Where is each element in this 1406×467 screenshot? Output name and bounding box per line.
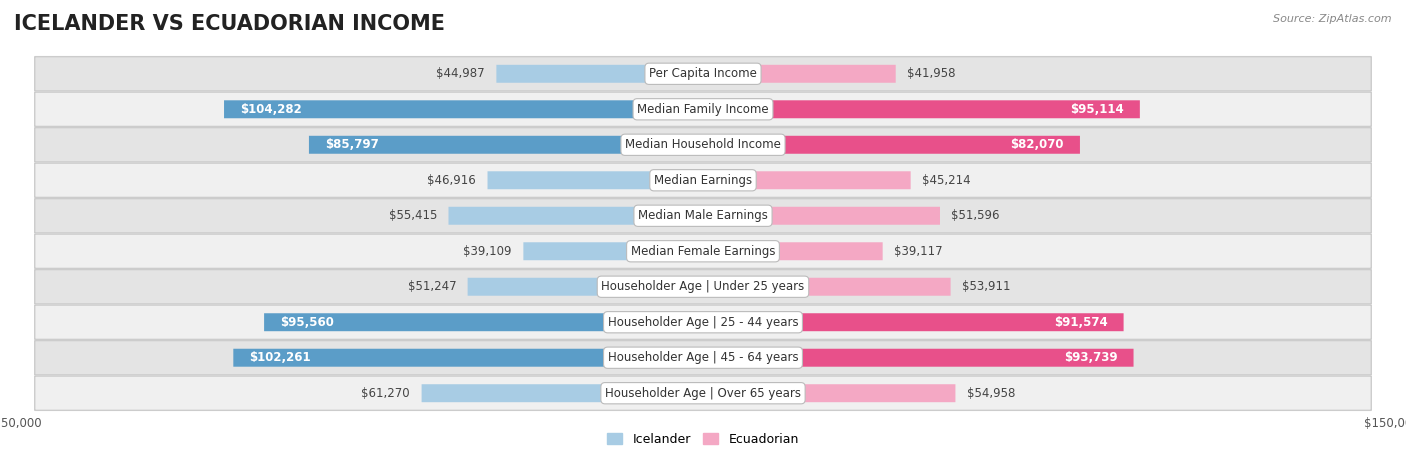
FancyBboxPatch shape bbox=[35, 57, 1371, 91]
Text: $82,070: $82,070 bbox=[1011, 138, 1064, 151]
Text: $51,596: $51,596 bbox=[952, 209, 1000, 222]
Text: $39,117: $39,117 bbox=[894, 245, 943, 258]
Text: $55,415: $55,415 bbox=[388, 209, 437, 222]
FancyBboxPatch shape bbox=[35, 92, 1371, 127]
FancyBboxPatch shape bbox=[35, 376, 1371, 410]
Text: $54,958: $54,958 bbox=[967, 387, 1015, 400]
Text: $53,911: $53,911 bbox=[962, 280, 1011, 293]
FancyBboxPatch shape bbox=[35, 198, 1371, 233]
FancyBboxPatch shape bbox=[35, 127, 1371, 162]
Text: Median Family Income: Median Family Income bbox=[637, 103, 769, 116]
FancyBboxPatch shape bbox=[703, 100, 1140, 118]
FancyBboxPatch shape bbox=[422, 384, 703, 402]
Text: Median Female Earnings: Median Female Earnings bbox=[631, 245, 775, 258]
FancyBboxPatch shape bbox=[35, 163, 1371, 198]
Text: $39,109: $39,109 bbox=[464, 245, 512, 258]
FancyBboxPatch shape bbox=[703, 65, 896, 83]
FancyBboxPatch shape bbox=[309, 136, 703, 154]
Text: Per Capita Income: Per Capita Income bbox=[650, 67, 756, 80]
Text: Median Male Earnings: Median Male Earnings bbox=[638, 209, 768, 222]
FancyBboxPatch shape bbox=[703, 207, 941, 225]
Text: $44,987: $44,987 bbox=[436, 67, 485, 80]
FancyBboxPatch shape bbox=[703, 136, 1080, 154]
Text: $95,114: $95,114 bbox=[1070, 103, 1123, 116]
Text: $91,574: $91,574 bbox=[1053, 316, 1108, 329]
FancyBboxPatch shape bbox=[496, 65, 703, 83]
FancyBboxPatch shape bbox=[488, 171, 703, 189]
Text: $51,247: $51,247 bbox=[408, 280, 456, 293]
FancyBboxPatch shape bbox=[35, 269, 1371, 304]
Text: $41,958: $41,958 bbox=[907, 67, 956, 80]
Text: $85,797: $85,797 bbox=[325, 138, 378, 151]
Text: $45,214: $45,214 bbox=[922, 174, 970, 187]
FancyBboxPatch shape bbox=[35, 234, 1371, 269]
Text: $104,282: $104,282 bbox=[240, 103, 302, 116]
Text: Householder Age | 25 - 44 years: Householder Age | 25 - 44 years bbox=[607, 316, 799, 329]
FancyBboxPatch shape bbox=[703, 349, 1133, 367]
Text: Householder Age | Under 25 years: Householder Age | Under 25 years bbox=[602, 280, 804, 293]
Text: $93,739: $93,739 bbox=[1064, 351, 1118, 364]
Text: $61,270: $61,270 bbox=[361, 387, 411, 400]
Text: $102,261: $102,261 bbox=[249, 351, 311, 364]
FancyBboxPatch shape bbox=[703, 242, 883, 260]
Text: ICELANDER VS ECUADORIAN INCOME: ICELANDER VS ECUADORIAN INCOME bbox=[14, 14, 446, 34]
FancyBboxPatch shape bbox=[233, 349, 703, 367]
Text: Householder Age | Over 65 years: Householder Age | Over 65 years bbox=[605, 387, 801, 400]
FancyBboxPatch shape bbox=[468, 278, 703, 296]
Legend: Icelander, Ecuadorian: Icelander, Ecuadorian bbox=[602, 428, 804, 451]
FancyBboxPatch shape bbox=[449, 207, 703, 225]
Text: Source: ZipAtlas.com: Source: ZipAtlas.com bbox=[1274, 14, 1392, 24]
FancyBboxPatch shape bbox=[523, 242, 703, 260]
FancyBboxPatch shape bbox=[35, 305, 1371, 340]
Text: Median Household Income: Median Household Income bbox=[626, 138, 780, 151]
FancyBboxPatch shape bbox=[35, 340, 1371, 375]
FancyBboxPatch shape bbox=[703, 278, 950, 296]
FancyBboxPatch shape bbox=[703, 171, 911, 189]
Text: Median Earnings: Median Earnings bbox=[654, 174, 752, 187]
Text: Householder Age | 45 - 64 years: Householder Age | 45 - 64 years bbox=[607, 351, 799, 364]
Text: $46,916: $46,916 bbox=[427, 174, 477, 187]
FancyBboxPatch shape bbox=[703, 384, 956, 402]
FancyBboxPatch shape bbox=[224, 100, 703, 118]
FancyBboxPatch shape bbox=[264, 313, 703, 331]
Text: $95,560: $95,560 bbox=[280, 316, 335, 329]
FancyBboxPatch shape bbox=[703, 313, 1123, 331]
